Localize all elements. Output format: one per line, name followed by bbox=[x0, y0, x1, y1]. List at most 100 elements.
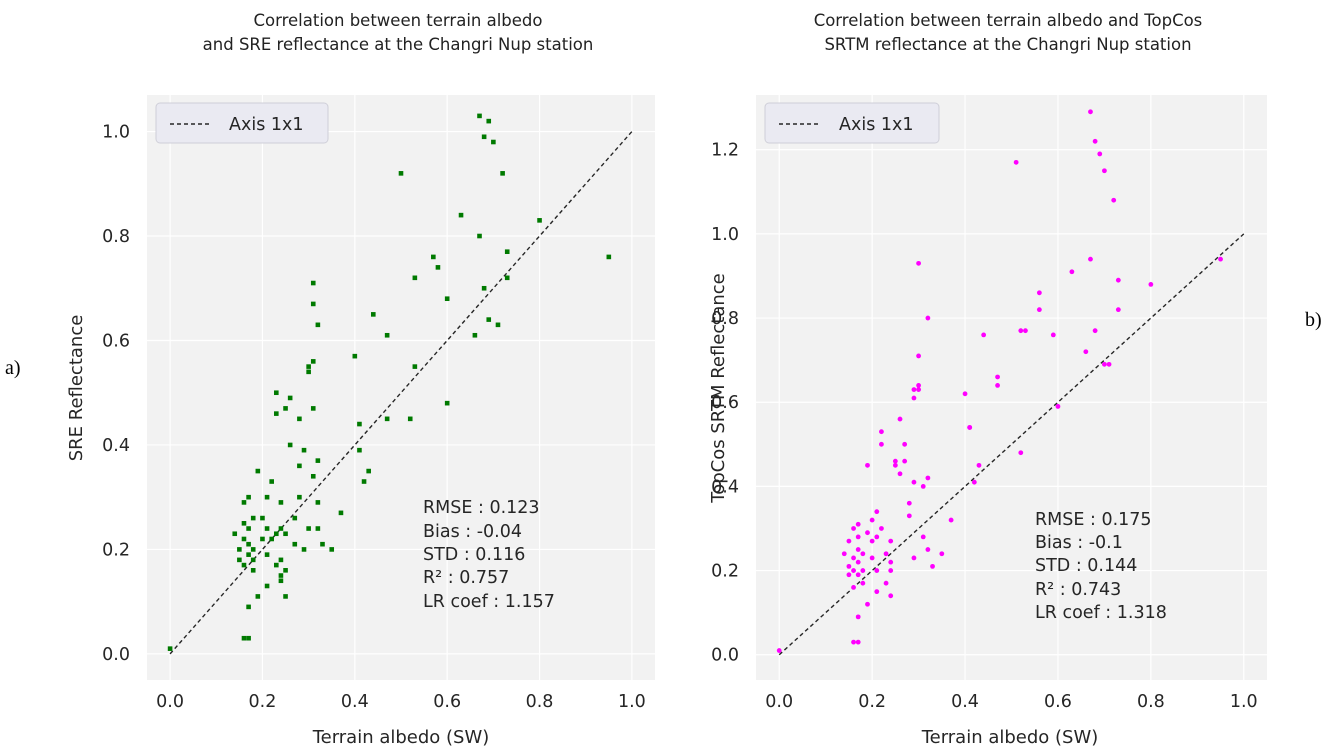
chart-a-data-point bbox=[481, 134, 487, 140]
chart-a-data-point bbox=[246, 604, 251, 610]
chart-b-data-point bbox=[930, 563, 935, 569]
chart-a-data-point bbox=[241, 635, 247, 641]
chart-b-data-point bbox=[874, 509, 880, 515]
chart-b-x-axis-label: Terrain albedo (SW) bbox=[921, 727, 1099, 748]
chart-b-y-tick-label: 1.2 bbox=[711, 141, 739, 161]
chart-a-data-point bbox=[504, 275, 510, 281]
chart-b-plot-area bbox=[756, 95, 1267, 680]
chart-a-data-point bbox=[278, 500, 284, 505]
chart-b-y-ticks: 0.0 0.2 0.4 0.6 0.8 1.0 1.2 bbox=[711, 141, 739, 666]
chart-a-data-point bbox=[278, 557, 284, 563]
chart-a-x-tick-label: 0.0 bbox=[156, 692, 184, 712]
chart-b-stat-r2: R² : 0.743 bbox=[1035, 580, 1121, 600]
chart-a-data-point bbox=[361, 479, 367, 484]
chart-a-stat-r2: R² : 0.757 bbox=[423, 568, 509, 588]
chart-a-stats: RMSE : 0.123 Bias : -0.04 STD : 0.116 R²… bbox=[423, 498, 555, 612]
chart-a-data-point bbox=[315, 500, 321, 505]
chart-a-data-point bbox=[241, 521, 247, 526]
chart-b-data-point bbox=[1036, 290, 1042, 296]
chart-b-data-point bbox=[1088, 109, 1093, 115]
chart-b-data-point bbox=[995, 382, 1000, 388]
chart-b-data-point bbox=[841, 551, 847, 557]
chart-b-legend: Axis 1x1 bbox=[764, 102, 940, 144]
chart-b-data-point bbox=[851, 568, 856, 573]
chart-a-data-point bbox=[250, 547, 256, 552]
chart-a-data-point bbox=[250, 515, 256, 521]
chart-a-data-point bbox=[310, 359, 316, 364]
chart-a-legend-box bbox=[155, 102, 329, 144]
chart-a-reference-line bbox=[169, 131, 633, 655]
chart-a-x-tick-label: 0.6 bbox=[433, 692, 461, 712]
chart-a-y-tick-label: 0.2 bbox=[102, 540, 130, 560]
chart-b-data-point bbox=[1218, 256, 1223, 262]
chart-a-data-point bbox=[444, 400, 450, 406]
chart-a-data-point bbox=[274, 562, 279, 568]
chart-b-data-point bbox=[892, 458, 898, 464]
chart-b-data-point bbox=[855, 534, 861, 540]
chart-a-data-point bbox=[504, 249, 510, 254]
chart-a-data-point bbox=[250, 568, 256, 573]
chart-a-data-point bbox=[537, 218, 542, 223]
chart-b-data-point bbox=[1102, 361, 1107, 367]
chart-b-y-tick-label: 1.0 bbox=[711, 225, 739, 245]
chart-b-x-ticks: 0.0 0.2 0.4 0.6 0.8 1.0 bbox=[765, 692, 1257, 712]
chart-a-data-point bbox=[260, 536, 265, 542]
chart-b-stat-bias: Bias : -0.1 bbox=[1035, 533, 1123, 553]
chart-a-data-point bbox=[491, 139, 496, 145]
chart-b-y-tick-label: 0.8 bbox=[711, 309, 739, 329]
chart-a-data-point bbox=[269, 536, 274, 542]
chart-a-title-line-1: Correlation between terrain albedo bbox=[253, 11, 542, 30]
chart-b-data-point bbox=[1018, 328, 1024, 334]
chart-a-data-point bbox=[255, 468, 261, 474]
chart-a-data-point bbox=[472, 332, 478, 338]
chart-a-data-point bbox=[357, 421, 362, 427]
chart-a-data-point bbox=[398, 171, 404, 176]
chart-a-data-point bbox=[486, 317, 492, 322]
chart-b-data-point bbox=[971, 479, 977, 485]
chart-b-data-point bbox=[1115, 277, 1121, 283]
chart-a-data-point bbox=[292, 515, 298, 521]
chart-a-data-point bbox=[297, 416, 302, 422]
chart-b-title-line-2: SRTM reflectance at the Changri Nup stat… bbox=[824, 35, 1191, 54]
chart-b-data-point bbox=[1013, 159, 1019, 165]
chart-b-data-point bbox=[911, 387, 917, 393]
chart-b-data-point bbox=[976, 462, 982, 468]
chart-b-data-point bbox=[939, 551, 945, 557]
chart-a-data-point bbox=[283, 594, 288, 599]
chart-b-data-point bbox=[879, 441, 884, 447]
chart-b-data-point bbox=[869, 517, 875, 523]
chart-b-data-point bbox=[995, 374, 1000, 380]
chart-b-data-point bbox=[1055, 404, 1061, 409]
chart-b-data-point bbox=[860, 551, 866, 557]
chart-b-stat-std: STD : 0.144 bbox=[1035, 556, 1137, 576]
chart-a-data-point bbox=[384, 332, 390, 338]
chart-b-data-point bbox=[855, 572, 861, 578]
chart-a-data-point bbox=[444, 296, 450, 302]
chart-a-data-point bbox=[315, 322, 321, 328]
chart-b-data-point bbox=[874, 534, 880, 540]
chart-b-data-point bbox=[897, 416, 903, 422]
chart-b-data-point bbox=[851, 639, 856, 645]
chart-a-data-point bbox=[260, 515, 265, 521]
chart-a-x-tick-label: 0.4 bbox=[341, 692, 369, 712]
chart-a-data-point bbox=[255, 594, 261, 599]
chart-b-data-point bbox=[897, 471, 903, 477]
chart-b-data-point bbox=[846, 563, 852, 569]
chart-b-stat-lr: LR coef : 1.318 bbox=[1035, 603, 1167, 623]
chart-a-legend-label: Axis 1x1 bbox=[229, 115, 304, 135]
chart-b-data-point bbox=[888, 559, 894, 565]
chart-panel-b: Correlation between terrain albedo and T… bbox=[708, 11, 1267, 748]
chart-b-data-point bbox=[1148, 281, 1154, 287]
chart-b-y-tick-label: 0.6 bbox=[711, 393, 739, 413]
chart-b-data-point bbox=[916, 353, 921, 359]
chart-b-stat-rmse: RMSE : 0.175 bbox=[1035, 510, 1152, 530]
chart-b-data-point bbox=[911, 395, 917, 401]
chart-a-data-point bbox=[310, 301, 316, 307]
chart-a-data-point bbox=[477, 113, 482, 119]
chart-b-data-point bbox=[906, 500, 912, 506]
chart-a-y-tick-label: 0.0 bbox=[102, 645, 130, 665]
chart-b-data-point bbox=[874, 568, 880, 573]
chart-b-data-point bbox=[906, 513, 912, 519]
chart-b-data-point bbox=[1102, 168, 1107, 174]
